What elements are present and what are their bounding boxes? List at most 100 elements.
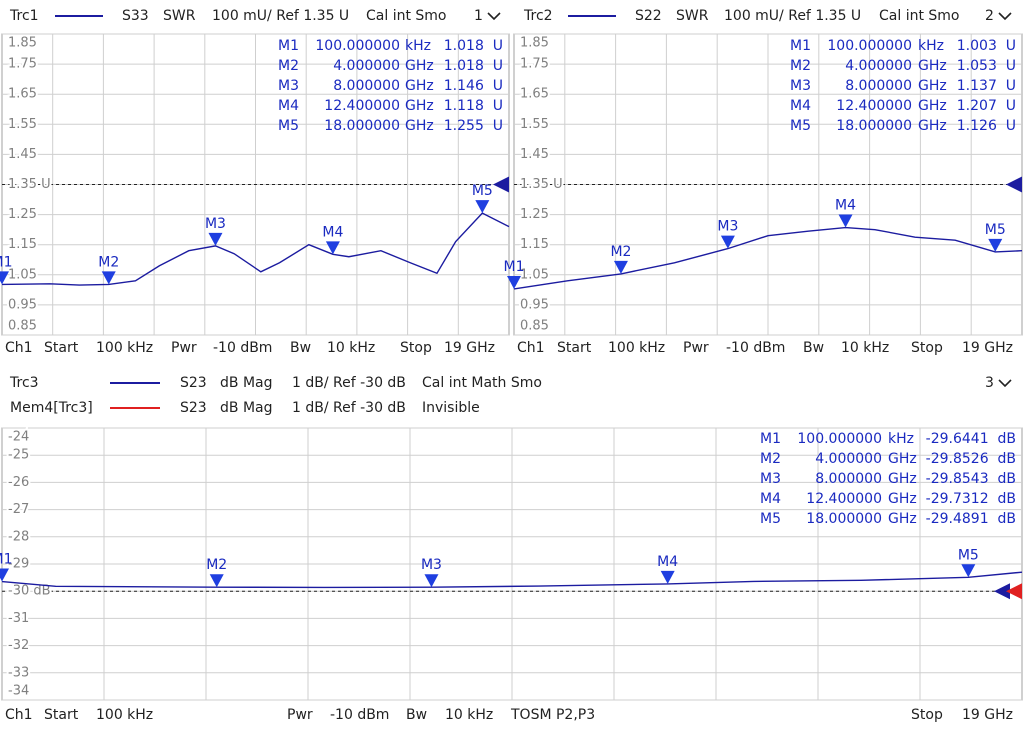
y-tick-label: 0.85 [520, 319, 549, 334]
marker[interactable] [101, 271, 116, 285]
trace-scale: 1 dB/ Ref -30 dB [292, 375, 406, 391]
marker-label: M3 [205, 216, 226, 232]
footer-label: Start [44, 340, 79, 356]
trace-format: SWR [163, 8, 196, 24]
footer-label: Start [557, 340, 592, 356]
marker-label: M2 [98, 254, 119, 270]
marker-table-value: 1.053 U [957, 58, 1016, 74]
marker-label: M5 [472, 183, 493, 199]
trace-line [1, 571, 1023, 589]
marker[interactable] [613, 260, 628, 274]
reference-marker [1006, 583, 1022, 600]
y-tick-label: -34 [8, 684, 29, 699]
chevron[interactable] [487, 12, 501, 21]
footer-label: 10 kHz [327, 340, 375, 356]
marker-table-name: M3 [760, 471, 781, 487]
marker-label: M1 [0, 254, 13, 270]
marker-table-name: M4 [278, 98, 299, 114]
y-tick-label: -33 [8, 665, 29, 680]
marker-table-name: M2 [790, 58, 811, 74]
marker-table-name: M1 [790, 38, 811, 54]
marker-table-value: 1.018 U [444, 58, 503, 74]
marker-table-name: M2 [760, 451, 781, 467]
marker-table-unit: kHz [888, 431, 914, 447]
marker-table-x: 4.000000 [333, 58, 400, 74]
y-tick-label: 1.45 [8, 147, 37, 162]
trace-name: Trc3 [9, 375, 39, 391]
marker-table-value: -29.7312 dB [926, 491, 1016, 507]
marker[interactable] [988, 238, 1003, 252]
y-tick-label: 0.95 [8, 297, 37, 312]
y-tick-label: -27 [8, 502, 29, 517]
y-tick-label: -26 [8, 475, 29, 490]
marker-table-unit: GHz [405, 118, 434, 134]
y-tick-label: 0.95 [520, 297, 549, 312]
trace-scale: 1 dB/ Ref -30 dB [292, 400, 406, 416]
marker[interactable] [208, 232, 223, 246]
y-tick-label: 1.85 [520, 36, 549, 51]
marker-table-name: M5 [790, 118, 811, 134]
marker-table-x: 18.000000 [806, 511, 882, 527]
marker-table-x: 4.000000 [815, 451, 882, 467]
trace-name: Trc2 [523, 8, 553, 24]
y-tick-label: 1.75 [520, 57, 549, 72]
marker-table-unit: GHz [918, 98, 947, 114]
chevron[interactable] [998, 379, 1012, 388]
marker[interactable] [209, 574, 224, 588]
marker-table-x: 12.400000 [806, 491, 882, 507]
marker[interactable] [424, 574, 439, 588]
chevron[interactable] [998, 12, 1012, 21]
marker-table-x: 8.000000 [845, 78, 912, 94]
trace-format: dB Mag [220, 375, 273, 391]
marker-table-x: 100.000000 [315, 38, 400, 54]
channel-index[interactable]: 3 [985, 375, 994, 391]
footer-label: TOSM P2,P3 [510, 707, 595, 723]
marker[interactable] [475, 200, 490, 214]
footer-label: Bw [803, 340, 824, 356]
marker-table-name: M5 [760, 511, 781, 527]
marker-table-name: M5 [278, 118, 299, 134]
marker[interactable] [0, 568, 9, 582]
footer-label: 10 kHz [445, 707, 493, 723]
marker-table-x: 4.000000 [845, 58, 912, 74]
footer-label: 100 kHz [96, 340, 153, 356]
footer-label: 19 GHz [444, 340, 495, 356]
y-tick-label: 1.55 [8, 117, 37, 132]
marker[interactable] [961, 564, 976, 578]
y-tick-label: -32 [8, 638, 29, 653]
marker[interactable] [838, 214, 853, 228]
footer-label: Start [44, 707, 79, 723]
marker-table-unit: GHz [918, 58, 947, 74]
marker[interactable] [720, 235, 735, 249]
trace-format: dB Mag [220, 400, 273, 416]
channel-index[interactable]: 1 [474, 8, 483, 24]
footer-label: Pwr [683, 340, 709, 356]
marker[interactable] [0, 271, 9, 285]
footer-label: 100 kHz [96, 707, 153, 723]
marker-table-unit: GHz [918, 118, 947, 134]
y-tick-label: 1.25 [520, 207, 549, 222]
y-tick-label: -28 [8, 529, 29, 544]
marker[interactable] [507, 275, 521, 289]
marker-table-name: M1 [278, 38, 299, 54]
trace-scale: 100 mU/ Ref 1.35 U [724, 8, 861, 24]
footer-label: Bw [406, 707, 427, 723]
marker[interactable] [325, 241, 340, 255]
marker[interactable] [660, 570, 675, 584]
marker-table-unit: GHz [405, 98, 434, 114]
marker-table-value: -29.6441 dB [926, 431, 1016, 447]
marker-table-x: 12.400000 [836, 98, 912, 114]
marker-table-value: 1.018 U [444, 38, 503, 54]
y-tick-label: 1.75 [8, 57, 37, 72]
marker-table-name: M4 [790, 98, 811, 114]
marker-table-value: -29.4891 dB [926, 511, 1016, 527]
y-tick-label: 1.65 [8, 87, 37, 102]
y-tick-label: 1.05 [520, 267, 549, 282]
marker-table-value: 1.207 U [957, 98, 1016, 114]
channel-index[interactable]: 2 [985, 8, 994, 24]
marker-table-value: -29.8526 dB [926, 451, 1016, 467]
footer-label: Stop [911, 340, 943, 356]
marker-table-value: 1.003 U [957, 38, 1016, 54]
marker-table-x: 18.000000 [836, 118, 912, 134]
footer-label: 100 kHz [608, 340, 665, 356]
